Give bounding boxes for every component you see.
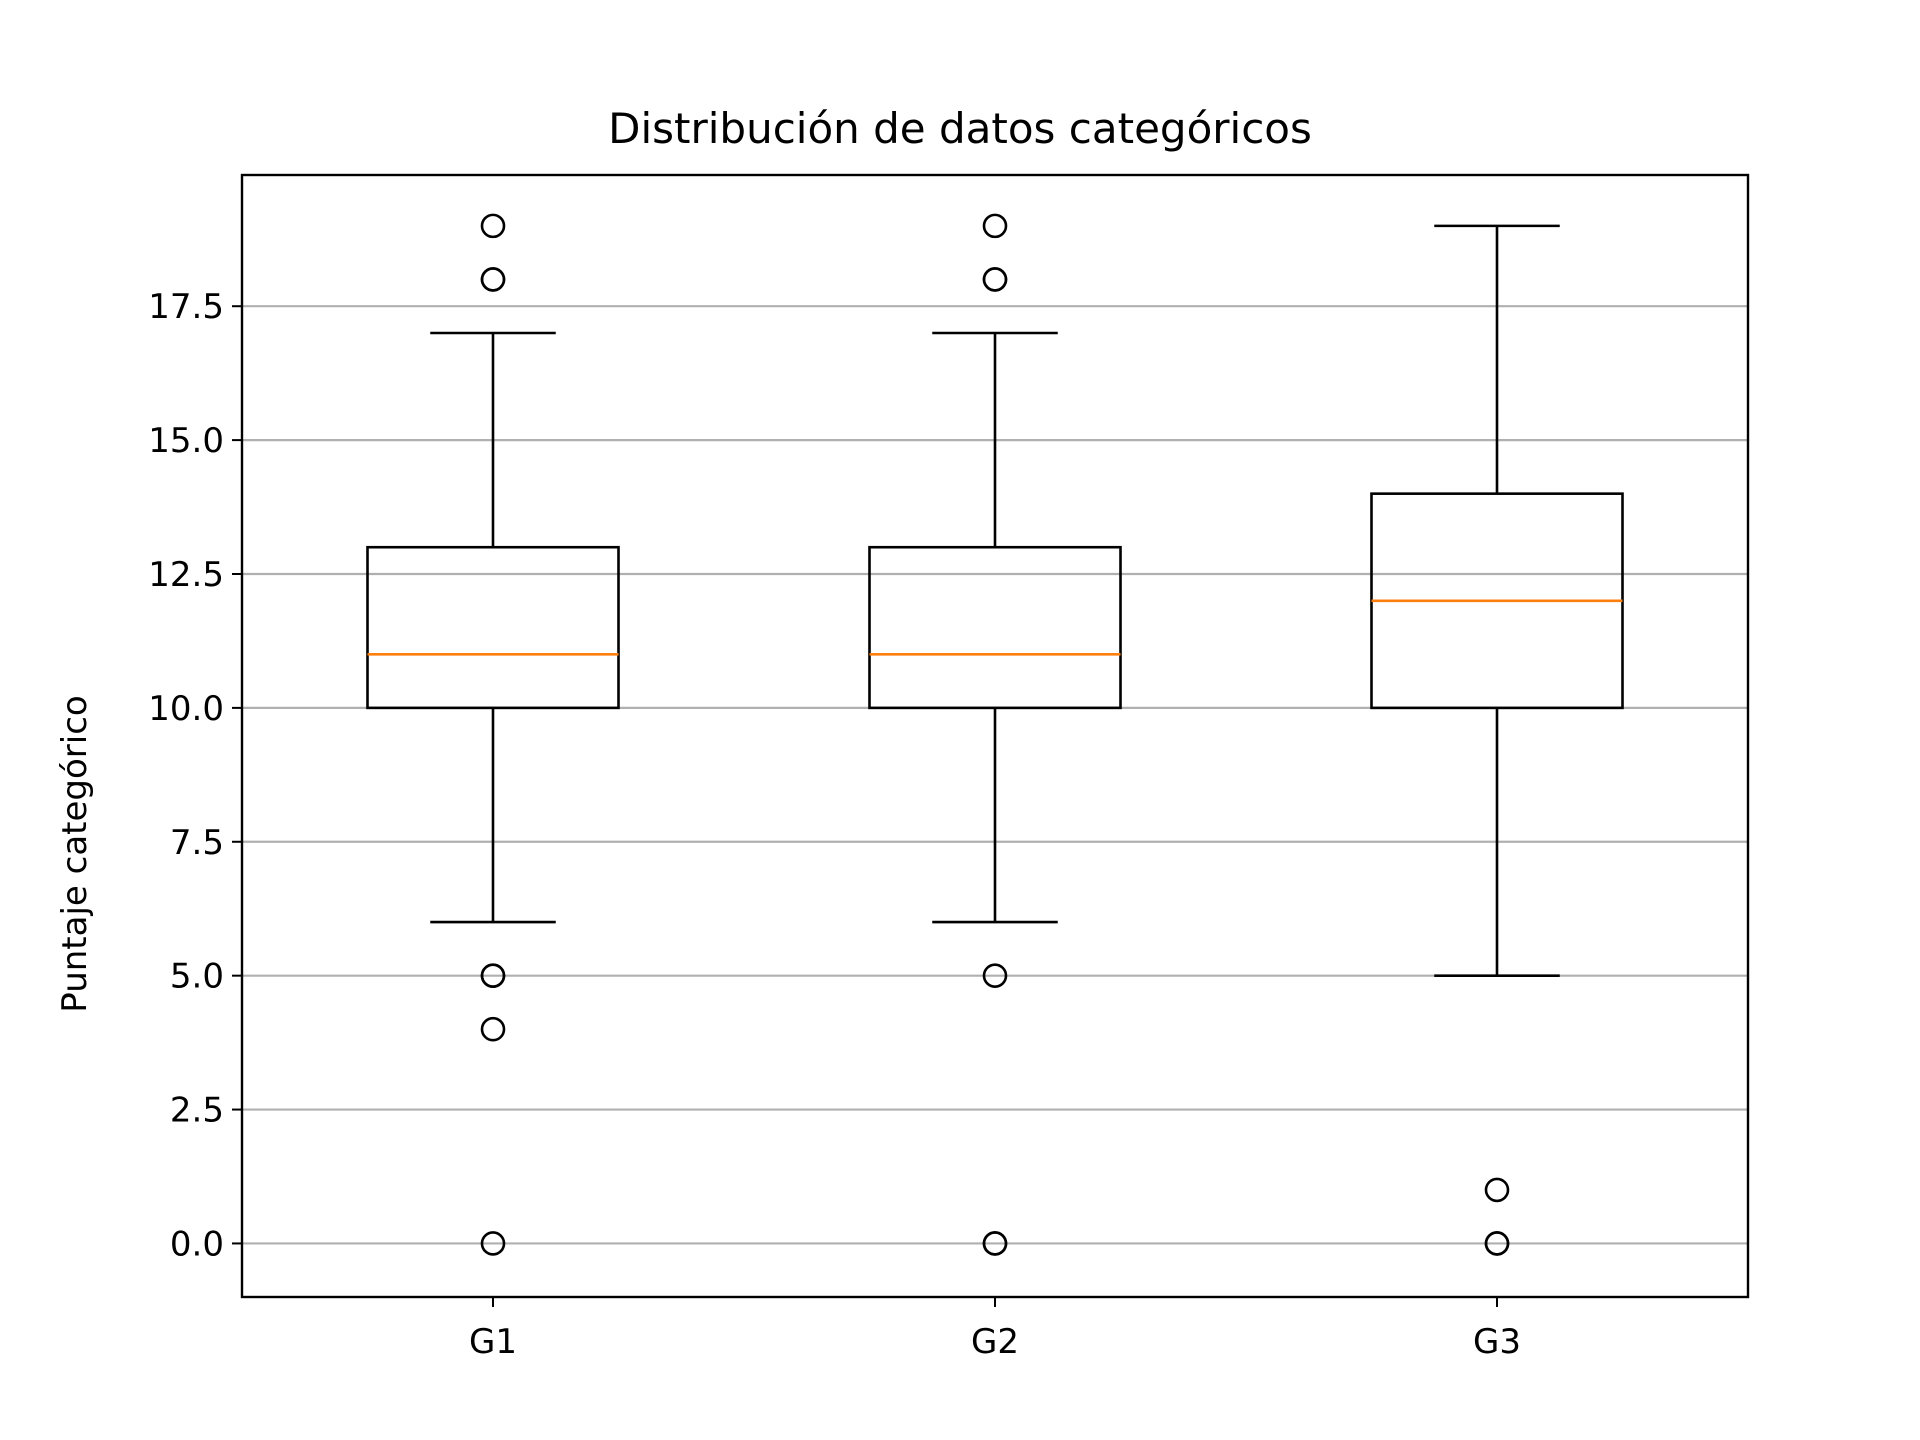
y-tick-label: 12.5	[148, 555, 224, 595]
box-g1	[366, 545, 620, 710]
outlier-point	[480, 963, 506, 988]
outlier-point	[1484, 1231, 1510, 1256]
y-tick-label: 0.0	[170, 1224, 224, 1264]
outlier-point	[982, 267, 1008, 292]
box-g2	[868, 545, 1122, 710]
outlier-point	[480, 1016, 506, 1042]
x-tick-label: G2	[971, 1322, 1019, 1362]
y-tick-label: 2.5	[170, 1091, 224, 1131]
y-tick-label: 10.0	[148, 689, 224, 729]
outlier-point	[982, 1231, 1008, 1256]
outlier-point	[1484, 1177, 1510, 1203]
y-tick-label: 15.0	[148, 421, 224, 461]
y-tick-label: 7.5	[170, 823, 224, 863]
x-tick-label: G1	[469, 1322, 517, 1362]
chart-title: Distribución de datos categóricos	[608, 104, 1312, 153]
y-tick-label: 17.5	[148, 287, 224, 327]
outlier-point	[982, 963, 1008, 988]
outlier-point	[982, 213, 1008, 239]
outlier-point	[480, 267, 506, 292]
outlier-point	[480, 213, 506, 239]
x-tick-label: G3	[1473, 1322, 1521, 1362]
y-tick-label: 5.0	[170, 957, 224, 997]
outlier-point	[480, 1231, 506, 1256]
